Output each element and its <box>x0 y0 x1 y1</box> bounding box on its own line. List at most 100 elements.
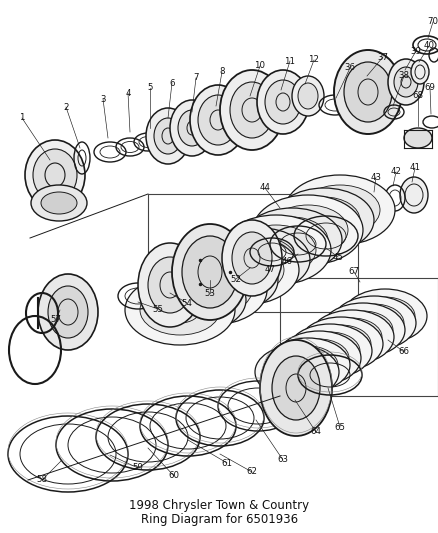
Text: 11: 11 <box>284 56 295 66</box>
Text: 62: 62 <box>246 467 257 477</box>
Ellipse shape <box>298 317 382 371</box>
Text: 42: 42 <box>390 167 401 176</box>
Ellipse shape <box>241 208 341 272</box>
Ellipse shape <box>272 356 319 420</box>
Text: 39: 39 <box>410 46 420 55</box>
Text: 1: 1 <box>19 114 25 123</box>
Ellipse shape <box>191 257 263 303</box>
Ellipse shape <box>287 324 371 378</box>
Ellipse shape <box>172 224 247 320</box>
Ellipse shape <box>310 325 370 363</box>
Ellipse shape <box>182 236 237 308</box>
Text: 37: 37 <box>377 52 388 61</box>
Text: 46: 46 <box>281 257 292 266</box>
Ellipse shape <box>177 110 205 146</box>
Ellipse shape <box>140 285 219 335</box>
Ellipse shape <box>146 268 245 332</box>
Ellipse shape <box>172 265 251 315</box>
Ellipse shape <box>189 235 298 305</box>
Text: 70: 70 <box>427 18 438 27</box>
Text: 7: 7 <box>193 74 198 83</box>
Ellipse shape <box>148 257 191 313</box>
Ellipse shape <box>256 70 308 134</box>
Bar <box>148 194 357 312</box>
Text: 8: 8 <box>219 68 224 77</box>
Ellipse shape <box>288 339 348 377</box>
Ellipse shape <box>276 331 360 385</box>
Ellipse shape <box>363 188 385 216</box>
Ellipse shape <box>223 237 295 283</box>
Ellipse shape <box>38 274 98 350</box>
Text: 58: 58 <box>36 475 47 484</box>
Text: 2: 2 <box>63 102 69 111</box>
Ellipse shape <box>332 311 392 349</box>
Text: 47: 47 <box>264 265 275 274</box>
Ellipse shape <box>284 175 394 245</box>
Ellipse shape <box>299 332 359 370</box>
Ellipse shape <box>354 297 414 335</box>
Ellipse shape <box>159 277 231 323</box>
Ellipse shape <box>236 225 315 275</box>
Text: 1998 Chrysler Town & Country: 1998 Chrysler Town & Country <box>129 498 309 512</box>
Text: 64: 64 <box>310 427 321 437</box>
Text: 60: 60 <box>168 472 179 481</box>
Ellipse shape <box>343 304 403 342</box>
Text: 52: 52 <box>230 274 241 284</box>
Ellipse shape <box>31 185 87 221</box>
Text: 63: 63 <box>277 456 288 464</box>
Ellipse shape <box>342 289 426 343</box>
Ellipse shape <box>265 338 349 392</box>
Ellipse shape <box>177 248 277 312</box>
Ellipse shape <box>154 118 182 154</box>
Ellipse shape <box>299 185 379 235</box>
Ellipse shape <box>287 197 359 243</box>
Bar <box>279 278 437 396</box>
Ellipse shape <box>198 95 237 145</box>
Text: 43: 43 <box>370 173 381 182</box>
Ellipse shape <box>291 76 323 116</box>
Ellipse shape <box>297 83 317 109</box>
Text: 68: 68 <box>412 91 423 100</box>
Ellipse shape <box>259 340 331 436</box>
Ellipse shape <box>273 188 373 252</box>
Text: 55: 55 <box>152 304 163 313</box>
Text: 67: 67 <box>348 268 359 277</box>
Text: 40: 40 <box>423 42 434 51</box>
Text: 59: 59 <box>132 464 143 472</box>
Text: 10: 10 <box>254 61 265 70</box>
Text: 61: 61 <box>221 458 232 467</box>
Text: 54: 54 <box>181 298 192 308</box>
Ellipse shape <box>219 70 283 150</box>
Ellipse shape <box>41 192 77 214</box>
Ellipse shape <box>410 60 428 84</box>
Ellipse shape <box>266 353 326 391</box>
Text: 12: 12 <box>308 55 319 64</box>
Ellipse shape <box>138 243 201 327</box>
Ellipse shape <box>255 217 327 263</box>
Text: 36: 36 <box>344 63 355 72</box>
Text: 45: 45 <box>332 253 343 262</box>
Ellipse shape <box>265 80 300 124</box>
Ellipse shape <box>252 195 362 265</box>
Ellipse shape <box>125 275 234 345</box>
Ellipse shape <box>333 50 401 134</box>
Ellipse shape <box>309 310 393 364</box>
Text: 41: 41 <box>409 164 420 173</box>
Text: 4: 4 <box>125 88 131 98</box>
Ellipse shape <box>220 215 330 285</box>
Text: Ring Diagram for 6501936: Ring Diagram for 6501936 <box>141 513 297 526</box>
Ellipse shape <box>190 85 245 155</box>
Ellipse shape <box>277 346 337 384</box>
Ellipse shape <box>209 228 309 292</box>
Ellipse shape <box>321 318 381 356</box>
Ellipse shape <box>331 296 415 350</box>
Ellipse shape <box>393 67 417 97</box>
Ellipse shape <box>320 303 404 357</box>
Text: 57: 57 <box>50 316 61 325</box>
Text: 5: 5 <box>147 84 152 93</box>
Ellipse shape <box>387 59 423 105</box>
Text: 65: 65 <box>334 423 345 432</box>
Text: 44: 44 <box>259 183 270 192</box>
Ellipse shape <box>146 108 190 164</box>
Ellipse shape <box>170 100 213 156</box>
